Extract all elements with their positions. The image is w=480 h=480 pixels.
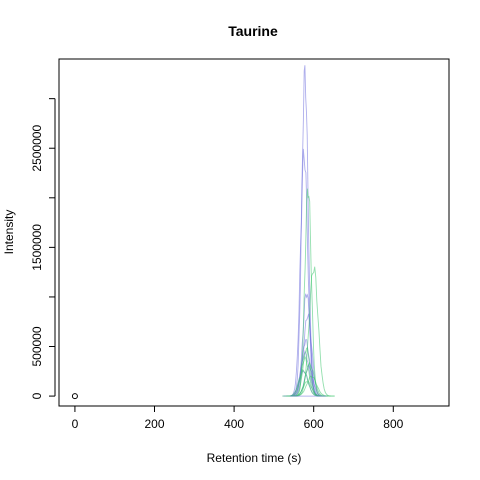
series-line-2 bbox=[289, 293, 324, 397]
y-axis-label: Intensity bbox=[2, 210, 16, 255]
plot-area bbox=[58, 58, 450, 407]
x-tick-label-4: 800 bbox=[383, 417, 403, 431]
x-axis: 0 200 400 600 800 bbox=[72, 405, 404, 431]
y-tick-label-3: 1500000 bbox=[30, 224, 44, 271]
y-axis: 0 500000 1500000 2500000 bbox=[30, 98, 56, 399]
y-tick-label-0: 0 bbox=[30, 392, 44, 399]
y-tick-label-1: 500000 bbox=[30, 326, 44, 366]
x-tick-label-3: 600 bbox=[304, 417, 324, 431]
x-axis-label: Retention time (s) bbox=[207, 451, 302, 465]
series-line-0 bbox=[289, 65, 321, 397]
marker-point bbox=[71, 393, 78, 400]
x-tick-label-0: 0 bbox=[72, 417, 79, 431]
series-layer bbox=[71, 65, 335, 400]
series-line-3 bbox=[288, 313, 327, 397]
x-tick-label-1: 200 bbox=[144, 417, 164, 431]
chart-title: Taurine bbox=[228, 23, 278, 39]
y-tick-label-5: 2500000 bbox=[30, 125, 44, 172]
x-tick-label-2: 400 bbox=[224, 417, 244, 431]
